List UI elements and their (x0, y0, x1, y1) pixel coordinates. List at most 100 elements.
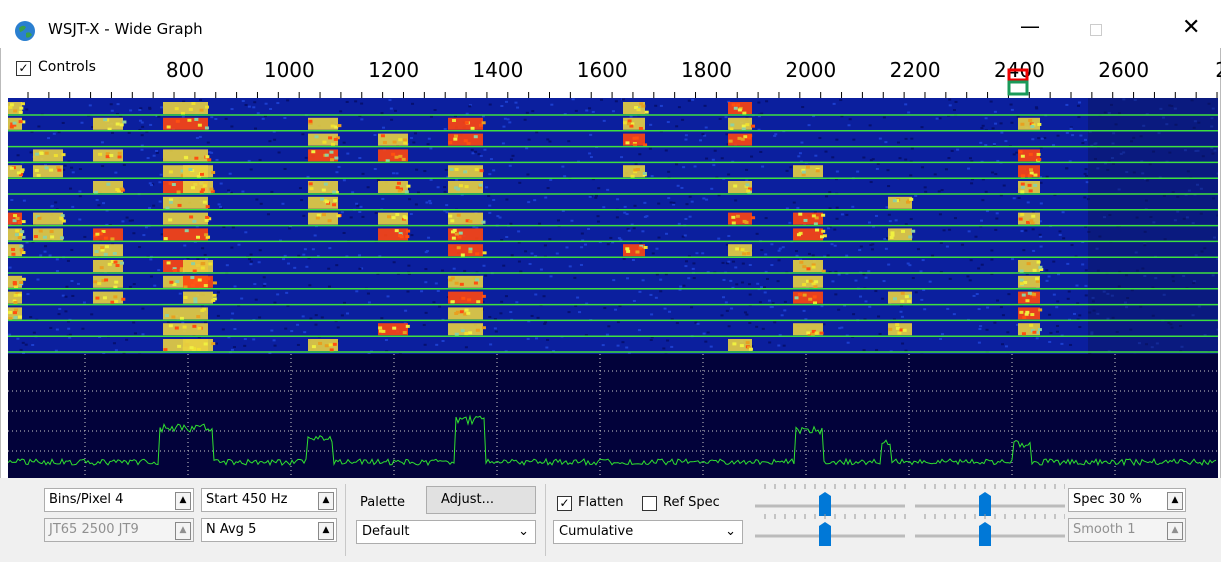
signal-speck (745, 221, 749, 224)
noise (705, 158, 708, 160)
signal-speck (1030, 313, 1034, 316)
noise (25, 108, 28, 110)
noise (444, 128, 447, 130)
maximize-button[interactable] (1090, 24, 1102, 36)
signal-speck (465, 121, 469, 124)
palette-combobox[interactable]: Default⌄ (356, 520, 536, 544)
noise (924, 186, 927, 188)
smooth-spinbox[interactable]: Smooth 1▲ (1068, 518, 1186, 542)
noise (727, 235, 730, 237)
signal-speck (308, 120, 312, 123)
bins-per-pixel-label: Bins/Pixel 4 (49, 492, 123, 507)
signal-speck (456, 311, 460, 314)
signal-speck (1022, 316, 1026, 319)
noise (606, 334, 609, 336)
n-avg-spinbox[interactable]: N Avg 5▲ (201, 518, 337, 542)
noise (550, 104, 553, 106)
noise (548, 238, 551, 240)
noise (141, 308, 144, 310)
noise (981, 264, 984, 266)
noise (406, 291, 409, 293)
spec-spinbox[interactable]: Spec 30 %▲ (1068, 488, 1186, 512)
signal-speck (635, 250, 639, 253)
signal (183, 181, 213, 193)
noise (1055, 306, 1058, 308)
noise (626, 277, 629, 279)
signal-speck (1028, 184, 1032, 187)
noise (148, 207, 151, 209)
noise (728, 325, 731, 327)
minimize-button[interactable]: — (1020, 14, 1040, 38)
spectrum-combobox[interactable]: Cumulative⌄ (553, 520, 743, 544)
control-panel: Bins/Pixel 4▲ Start 450 Hz▲ JT65 2500 JT… (0, 478, 1221, 562)
noise (123, 164, 126, 166)
noise (941, 189, 944, 191)
signal-speck (448, 215, 452, 218)
noise (16, 338, 19, 340)
signal-speck (455, 168, 459, 171)
noise (1062, 237, 1065, 239)
signal (183, 276, 213, 288)
signal-speck (114, 300, 118, 303)
noise (1068, 291, 1071, 293)
noise (350, 216, 353, 218)
noise (990, 101, 993, 103)
signal-speck (623, 121, 627, 124)
noise (1085, 175, 1088, 177)
noise (355, 203, 358, 205)
noise (771, 306, 774, 308)
signal-speck (1038, 308, 1042, 311)
ref-spec-checkbox[interactable] (642, 496, 657, 511)
signal-speck (908, 235, 912, 238)
signal-speck (95, 250, 99, 253)
signal-speck (467, 142, 471, 145)
noise (947, 157, 950, 159)
noise (545, 347, 548, 349)
noise (1084, 139, 1087, 141)
noise (836, 171, 839, 173)
signal-speck (452, 237, 456, 240)
noise (132, 232, 135, 234)
noise (581, 233, 584, 235)
noise (72, 171, 75, 173)
signal-speck (189, 108, 193, 111)
noise (131, 219, 134, 221)
signal-speck (104, 237, 108, 240)
noise (1084, 173, 1087, 175)
signal-speck (395, 156, 399, 159)
signal-speck (821, 230, 825, 233)
close-button[interactable]: ✕ (1182, 15, 1200, 40)
noise (1079, 135, 1082, 137)
noise (129, 286, 132, 288)
flatten-checkbox[interactable]: ✓ (557, 496, 572, 511)
noise (655, 297, 658, 299)
noise (783, 309, 786, 311)
noise (270, 191, 273, 193)
signal-speck (116, 123, 120, 126)
noise (392, 172, 395, 174)
noise (651, 175, 654, 177)
signal-speck (1028, 119, 1032, 122)
noise (252, 338, 255, 340)
noise (115, 349, 118, 351)
noise (691, 201, 694, 203)
noise (26, 293, 29, 295)
noise (435, 344, 438, 346)
bins-per-pixel-spinbox[interactable]: Bins/Pixel 4▲ (44, 488, 194, 512)
signal-speck (1029, 219, 1033, 222)
noise (830, 243, 833, 245)
noise (488, 205, 491, 207)
noise (612, 279, 615, 281)
noise (969, 157, 972, 159)
noise (150, 276, 153, 278)
noise (705, 127, 708, 129)
noise (351, 191, 354, 193)
noise (603, 307, 606, 309)
noise (762, 328, 765, 330)
noise (948, 99, 951, 101)
noise (538, 223, 541, 225)
start-spinbox[interactable]: Start 450 Hz▲ (201, 488, 337, 512)
adjust-button[interactable]: Adjust... (426, 486, 536, 514)
mode-spinbox[interactable]: JT65 2500 JT9▲ (44, 518, 194, 542)
noise (990, 249, 993, 251)
